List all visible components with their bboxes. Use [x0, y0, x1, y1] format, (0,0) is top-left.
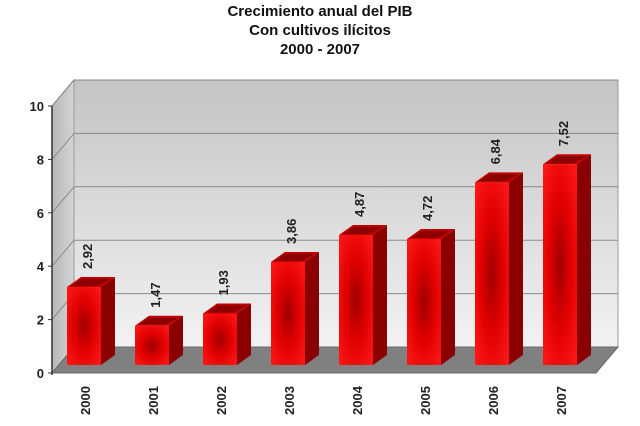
- bar-side: [169, 315, 183, 365]
- chart-title-line: Crecimiento anual del PIB: [227, 3, 413, 20]
- x-tick-label: 2004: [350, 385, 365, 415]
- bar-side: [373, 224, 387, 365]
- bar-front: [67, 287, 101, 365]
- value-label: 6,84: [488, 138, 503, 164]
- y-tick-label: 2: [37, 313, 44, 328]
- bar: [67, 277, 115, 365]
- bar: [203, 303, 251, 365]
- bar-top-shade: [411, 230, 451, 238]
- x-tick-label: 2005: [418, 386, 433, 415]
- bar-front: [407, 238, 441, 365]
- bars: [67, 154, 591, 365]
- bar-top-shade: [275, 253, 315, 261]
- chart-title: Crecimiento anual del PIB Con cultivos i…: [0, 2, 640, 59]
- bar-front: [543, 164, 577, 365]
- bar: [271, 251, 319, 365]
- value-label: 7,52: [556, 121, 571, 146]
- bar-front: [339, 234, 373, 365]
- value-label: 4,87: [352, 192, 367, 217]
- x-tick-label: 2007: [554, 386, 569, 415]
- x-tick-label: 2000: [78, 386, 93, 415]
- bar-top-shade: [343, 226, 383, 234]
- y-tick-label: 10: [30, 99, 44, 114]
- x-tick-label: 2002: [214, 386, 229, 415]
- bar: [135, 315, 183, 365]
- gridline-side: [51, 239, 75, 267]
- chart-period-line: 2000 - 2007: [279, 41, 361, 58]
- y-tick-label: 8: [37, 152, 44, 167]
- y-tick-label: 6: [37, 206, 44, 221]
- value-label: 1,47: [148, 282, 163, 307]
- gridline-side: [51, 186, 75, 214]
- x-axis-labels: 2000 2001 2002 2003 2004 2005 2006 2007: [78, 385, 569, 415]
- bar-front: [203, 313, 237, 365]
- bar-front: [475, 182, 509, 365]
- bar-side: [509, 172, 523, 365]
- bar: [543, 154, 591, 365]
- bar: [475, 172, 523, 365]
- chart-subtitle-line: Con cultivos ilícitos: [249, 22, 391, 39]
- bar-front: [271, 261, 305, 365]
- bar-top-shade: [207, 305, 247, 313]
- bar-side: [441, 228, 455, 365]
- bar-top-shade: [547, 156, 587, 164]
- y-tick-label: 4: [37, 259, 45, 274]
- y-tick-label: 0: [37, 366, 44, 381]
- bar: [339, 224, 387, 365]
- value-label: 2,92: [80, 244, 95, 269]
- value-label: 4,72: [420, 196, 435, 221]
- bar-top-shade: [479, 174, 519, 182]
- bar-side: [237, 303, 251, 365]
- bar-top-shade: [139, 317, 179, 325]
- gridline-side: [51, 133, 75, 160]
- gridline-side: [51, 79, 75, 107]
- value-label: 1,93: [216, 270, 231, 295]
- bar-front: [135, 325, 169, 365]
- bar-side: [577, 154, 591, 365]
- x-tick-label: 2006: [486, 386, 501, 415]
- x-tick-label: 2001: [146, 386, 161, 415]
- value-labels: 2,92 1,47 1,93 3,86 4,87 4,72 6,84 7,52: [80, 121, 571, 308]
- bar-side: [305, 251, 319, 365]
- x-tick-label: 2003: [282, 386, 297, 415]
- bar-top-shade: [71, 279, 111, 287]
- value-label: 3,86: [284, 219, 299, 244]
- bar-side: [101, 277, 115, 365]
- bar: [407, 228, 455, 365]
- y-axis: 0 2 4 6 8 10: [30, 99, 53, 381]
